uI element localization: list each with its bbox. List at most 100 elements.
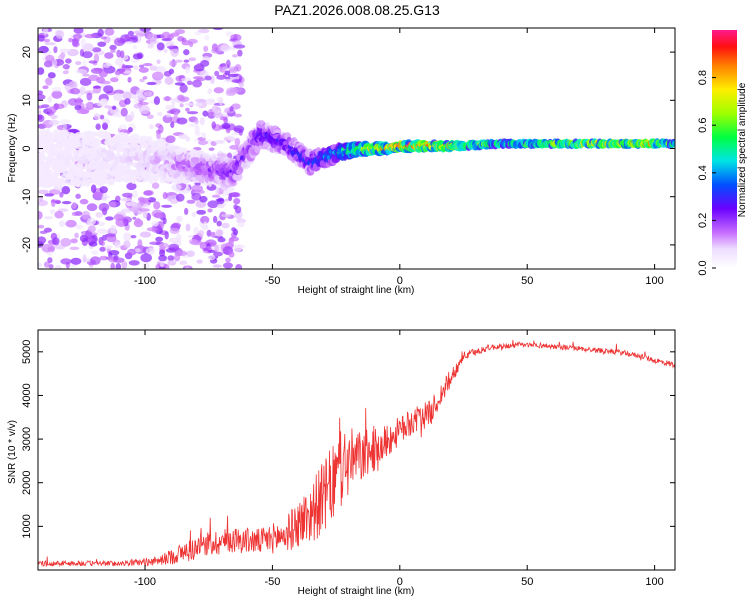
spectrogram-noise-blob bbox=[211, 121, 217, 129]
spectrogram-noise-blob bbox=[221, 222, 230, 229]
spectrogram-noise-blob bbox=[158, 265, 165, 269]
spectrogram-ridge-blob bbox=[672, 140, 675, 148]
spectrogram-noise-blob bbox=[129, 35, 138, 40]
spectrogram-noise-blob bbox=[197, 28, 210, 34]
spectrogram-noise-blob bbox=[127, 248, 137, 256]
spectrogram-noise-blob bbox=[86, 92, 93, 101]
spectrogram-noise-blob bbox=[128, 260, 140, 266]
spectrogram-noise-blob bbox=[170, 32, 180, 37]
spectrogram-noise-blob bbox=[52, 237, 60, 246]
snr-panel: -100 -50 0 50 100 1000 2000 3000 4000 5000 Height… bbox=[7, 329, 676, 597]
spectrogram-noise-blob bbox=[99, 114, 105, 120]
spectrogram-noise-blob bbox=[55, 264, 62, 269]
spectrogram-noise-blob bbox=[233, 204, 238, 210]
spectrogram-noise-blob bbox=[199, 70, 209, 78]
spectrogram-noise-blob bbox=[86, 217, 96, 226]
spectrogram-noise-blob bbox=[194, 102, 203, 107]
spectrogram-noise-blob bbox=[84, 33, 97, 39]
spectrogram-noise-blob bbox=[53, 46, 58, 54]
spectrogram-noise-blob bbox=[142, 262, 150, 269]
spectrogram-noise-blob bbox=[156, 111, 163, 117]
spectrogram-noise-blob bbox=[214, 139, 225, 144]
spectrogram-noise-blob bbox=[73, 28, 84, 34]
spectrogram-noise-blob bbox=[120, 107, 128, 117]
spectrogram-noise-blob bbox=[176, 215, 183, 223]
spectrogram-noise-blob bbox=[130, 234, 137, 239]
spectrogram-noise-blob bbox=[159, 249, 166, 257]
spectrogram-noise-blob bbox=[163, 263, 170, 269]
spectrogram-noise-blob bbox=[104, 28, 115, 36]
spectrogram-noise-blob bbox=[214, 70, 220, 77]
spectrogram-noise-blob bbox=[38, 210, 43, 220]
snr-ytick-label: 3000 bbox=[21, 427, 33, 451]
spectrogram-noise-blob bbox=[155, 212, 163, 219]
spectrogram-noise-blob bbox=[165, 113, 172, 118]
spectrogram-noise-blob bbox=[110, 262, 116, 269]
spectrogram-noise-blob bbox=[127, 76, 132, 83]
spectrogram-noise-blob bbox=[233, 44, 246, 49]
spectrogram-noise-blob bbox=[44, 193, 55, 197]
spectrogram-noise-blob bbox=[59, 191, 64, 198]
spectrogram-noise-blob bbox=[226, 135, 235, 141]
spectrogram-noise-blob bbox=[96, 228, 109, 234]
spectrogram-noise-blob bbox=[225, 31, 233, 37]
spectrogram-noise-blob bbox=[38, 105, 45, 109]
spectrogram-noise-blob bbox=[207, 254, 216, 261]
spectrogram-ridge-blob bbox=[84, 130, 94, 137]
spectrogram-noise-blob bbox=[186, 111, 199, 115]
spectrogram-noise-blob bbox=[75, 61, 82, 66]
spectrogram-noise-blob bbox=[97, 41, 107, 47]
spectrogram-noise-blob bbox=[153, 201, 161, 210]
spectrogram-noise-blob bbox=[102, 63, 111, 69]
spectrogram-noise-blob bbox=[191, 192, 202, 201]
spectrogram-noise-blob bbox=[62, 70, 69, 75]
spectrogram-xtick-label: 0 bbox=[397, 275, 403, 287]
spectrogram-noise-blob bbox=[38, 236, 47, 245]
spectrogram-noise-blob bbox=[76, 109, 89, 115]
spectrogram-ridge-blob bbox=[233, 172, 243, 182]
spectrogram-noise-blob bbox=[200, 215, 210, 224]
spectrogram-noise-blob bbox=[111, 105, 117, 110]
spectrogram-noise-blob bbox=[211, 105, 219, 114]
spectrogram-noise-blob bbox=[203, 45, 209, 52]
spectrogram-ridge-blob bbox=[122, 143, 133, 148]
spectrogram-noise-blob bbox=[137, 239, 143, 248]
spectrogram-xtick-label: -50 bbox=[264, 275, 280, 287]
spectrogram-noise-blob bbox=[191, 212, 197, 217]
spectrogram-ytick-label: -20 bbox=[21, 237, 33, 253]
spectrogram-noise-blob bbox=[87, 225, 96, 233]
spectrogram-noise-blob bbox=[79, 86, 86, 95]
spectrogram-noise-blob bbox=[48, 119, 60, 126]
spectrogram-noise-blob bbox=[216, 197, 225, 205]
snr-xtick-label: 0 bbox=[397, 576, 403, 588]
spectrogram-noise-blob bbox=[232, 54, 238, 58]
spectrogram-noise-blob bbox=[211, 194, 221, 198]
spectrogram-noise-blob bbox=[47, 72, 56, 79]
spectrogram-noise-blob bbox=[49, 209, 56, 214]
spectrogram-noise-blob bbox=[99, 246, 106, 252]
spectrogram-noise-blob bbox=[76, 97, 83, 106]
spectrogram-noise-blob bbox=[47, 257, 53, 264]
spectrogram-noise-blob bbox=[123, 240, 131, 249]
spectrogram-noise-blob bbox=[213, 112, 224, 119]
spectrogram-noise-blob bbox=[135, 217, 141, 225]
spectrogram-noise-blob bbox=[79, 234, 89, 242]
spectrogram-noise-blob bbox=[99, 255, 109, 261]
spectrogram-noise-blob bbox=[176, 233, 182, 242]
spectrogram-noise-blob bbox=[212, 215, 218, 224]
spectrogram-noise-blob bbox=[207, 208, 213, 213]
spectrogram-noise-blob bbox=[139, 231, 152, 238]
spectrogram-noise-blob bbox=[105, 233, 117, 243]
spectrogram-noise-blob bbox=[174, 29, 186, 35]
spectrogram-noise-blob bbox=[38, 45, 49, 54]
spectrogram-noise-blob bbox=[189, 41, 194, 48]
colorbar-tick-label: 0.4 bbox=[697, 165, 709, 180]
spectrogram-noise-blob bbox=[167, 260, 177, 266]
colorbar-label: Normalized spectral amplitude bbox=[737, 82, 748, 217]
snr-ytick-label: 5000 bbox=[21, 340, 33, 364]
spectrogram-noise-blob bbox=[163, 96, 172, 102]
spectrogram-noise-blob bbox=[163, 48, 168, 54]
spectrogram-noise-blob bbox=[88, 60, 98, 64]
spectrogram-noise-blob bbox=[100, 240, 105, 247]
spectrogram-noise-blob bbox=[183, 49, 190, 56]
